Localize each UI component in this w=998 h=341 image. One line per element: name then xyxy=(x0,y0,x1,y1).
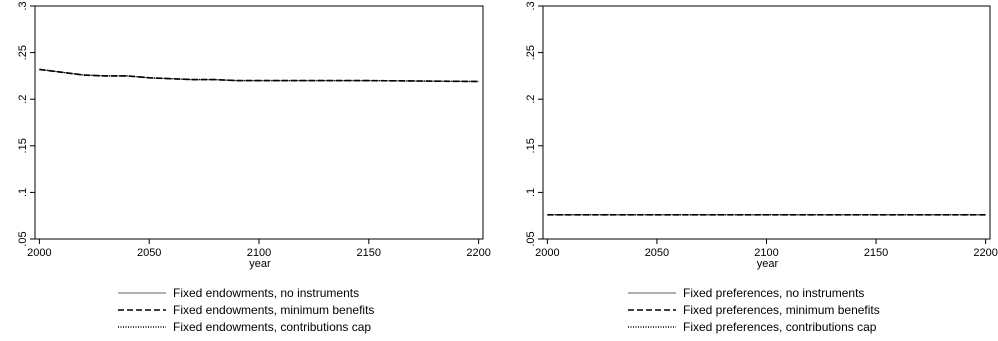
y-tick-label: .25 xyxy=(525,45,537,60)
legend-label: Fixed preferences, no instruments xyxy=(683,286,864,300)
y-tick-label: .1 xyxy=(17,188,29,197)
left-chart-panel: .05 .1 .15 .2 .25 .3 2000 2050 2100 2150 2200 year F… xyxy=(17,1,491,334)
x-tick-label: 2100 xyxy=(754,247,778,259)
x-axis-title: year xyxy=(757,258,779,270)
right-chart-panel: .05 .1 .15 .2 .25 .3 2000 2050 2100 2150 2200 year F… xyxy=(525,1,998,334)
x-tick-label: 2050 xyxy=(645,247,669,259)
legend-label: Fixed endowments, minimum benefits xyxy=(173,303,374,317)
y-tick-label: .05 xyxy=(525,231,537,246)
plot-area xyxy=(34,5,484,240)
x-tick-label: 2000 xyxy=(27,247,51,259)
x-tick-label: 2150 xyxy=(864,247,888,259)
x-axis-title: year xyxy=(249,258,271,270)
y-tick-label: .05 xyxy=(17,231,29,246)
x-tick-label: 2050 xyxy=(137,247,161,259)
x-tick-label: 2150 xyxy=(357,247,381,259)
y-tick-label: .1 xyxy=(525,188,537,197)
series-line-dotted xyxy=(39,68,479,83)
y-tick-label: .3 xyxy=(17,1,29,10)
x-tick-label: 2200 xyxy=(973,247,997,259)
x-tick-label: 2200 xyxy=(466,247,490,259)
legend-label: Fixed preferences, contributions cap xyxy=(683,320,877,334)
y-tick-label: .25 xyxy=(17,45,29,60)
y-tick-label: .3 xyxy=(525,1,537,10)
plot-area xyxy=(542,5,991,240)
legend-label: Fixed endowments, no instruments xyxy=(173,286,359,300)
y-tick-label: .2 xyxy=(17,95,29,104)
x-tick-label: 2100 xyxy=(247,247,271,259)
y-tick-label: .2 xyxy=(525,95,537,104)
y-tick-label: .15 xyxy=(17,138,29,153)
legend-label: Fixed endowments, contributions cap xyxy=(173,320,371,334)
x-tick-label: 2000 xyxy=(535,247,559,259)
y-tick-label: .15 xyxy=(525,138,537,153)
legend-label: Fixed preferences, minimum benefits xyxy=(683,303,880,317)
